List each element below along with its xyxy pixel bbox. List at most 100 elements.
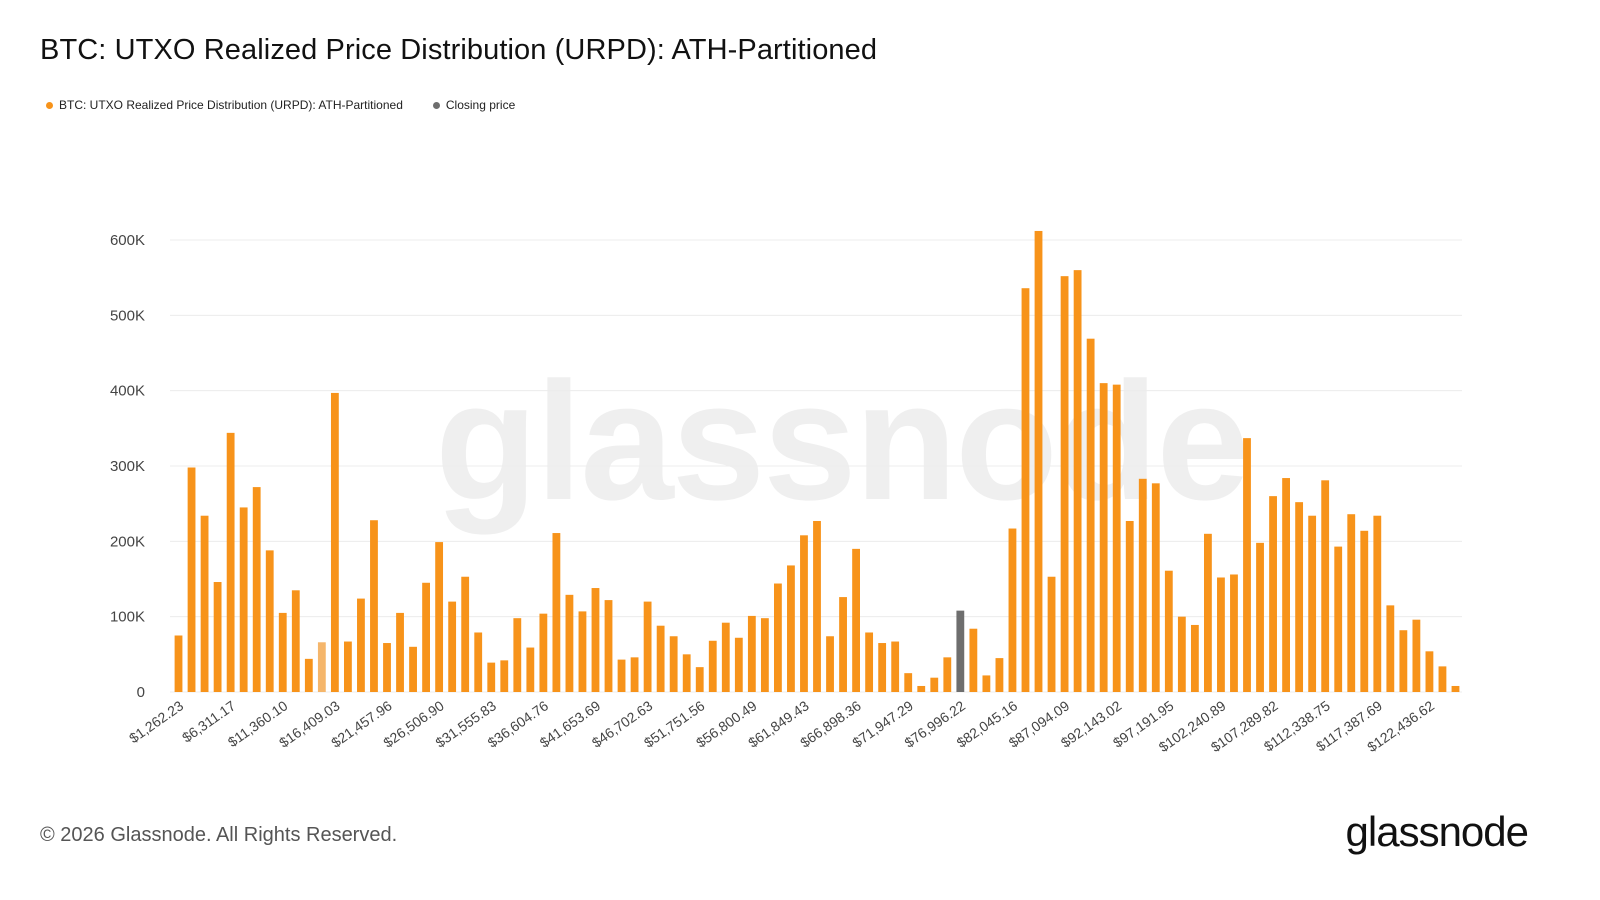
bar[interactable] [930,677,939,692]
closing-price-bar[interactable] [956,610,965,692]
bar[interactable] [1373,515,1382,692]
bar[interactable] [1360,530,1369,692]
bar[interactable] [330,392,339,692]
bar[interactable] [617,659,626,692]
bar[interactable] [891,641,900,692]
bar[interactable] [760,618,769,692]
bar[interactable] [1177,616,1186,692]
bar[interactable] [1086,338,1095,692]
bar[interactable] [409,646,417,692]
bar[interactable] [396,612,404,692]
bar[interactable] [839,597,847,692]
bar[interactable] [278,612,287,692]
bar[interactable] [995,658,1004,692]
bar[interactable] [774,583,782,692]
bar[interactable] [291,590,300,692]
bar[interactable] [1438,666,1447,692]
bar[interactable] [1386,605,1395,692]
bar[interactable] [1217,577,1225,692]
bar[interactable] [1308,515,1317,692]
bar[interactable] [1190,624,1199,692]
bar[interactable] [943,657,952,692]
bar[interactable] [865,632,874,692]
bar[interactable] [800,535,808,692]
bar[interactable] [200,515,209,692]
bar[interactable] [1295,502,1304,692]
bar[interactable] [826,636,834,692]
bar[interactable] [1204,533,1212,692]
bar[interactable] [252,487,261,692]
bar[interactable] [1347,514,1356,692]
bar[interactable] [226,432,235,692]
bar[interactable] [682,654,691,692]
bar[interactable] [487,662,496,692]
bar[interactable] [1034,230,1043,692]
bar[interactable] [578,611,587,692]
bar[interactable] [852,548,860,692]
legend-item-urpd[interactable]: BTC: UTXO Realized Price Distribution (U… [46,98,403,112]
bar[interactable] [461,576,470,692]
bar[interactable] [708,640,717,692]
bar[interactable] [721,622,730,692]
bar[interactable] [1021,288,1030,692]
bar[interactable] [1282,478,1290,692]
bar[interactable] [1399,630,1408,692]
bar[interactable] [747,615,756,692]
bar[interactable] [344,641,352,692]
bar[interactable] [591,588,600,692]
bar[interactable] [734,637,743,692]
bar[interactable] [669,636,678,692]
bar[interactable] [695,667,704,692]
bar[interactable] [383,643,391,692]
bar[interactable] [643,601,652,692]
bar[interactable] [1243,438,1251,692]
bar[interactable] [982,675,991,692]
bar[interactable] [878,643,887,692]
bar[interactable] [565,594,574,692]
bar[interactable] [1269,496,1277,692]
bar[interactable] [422,582,430,692]
bar[interactable] [904,673,913,692]
bar[interactable] [1060,276,1069,692]
bar[interactable] [1151,483,1160,692]
bar[interactable] [1425,651,1434,692]
bar[interactable] [448,601,457,692]
bar[interactable] [317,642,326,692]
bar[interactable] [1047,576,1056,692]
bar[interactable] [174,635,183,693]
legend-item-closing-price[interactable]: Closing price [432,98,515,112]
bar[interactable] [239,507,248,692]
bar[interactable] [357,598,365,692]
bar[interactable] [187,467,196,692]
bar[interactable] [513,618,522,692]
bar[interactable] [1008,528,1017,692]
glassnode-logo[interactable]: glassnode [1345,808,1529,855]
bar[interactable] [526,647,535,692]
bar[interactable] [435,542,444,692]
bar[interactable] [1230,574,1238,692]
bar[interactable] [539,613,548,692]
bar[interactable] [370,520,378,692]
bar[interactable] [917,685,926,692]
bar[interactable] [787,565,795,692]
bar[interactable] [1451,685,1460,692]
bar[interactable] [213,582,222,692]
bar[interactable] [656,625,665,692]
bar[interactable] [969,628,978,692]
bar[interactable] [474,632,483,692]
bar[interactable] [304,658,313,692]
bar[interactable] [1321,480,1330,692]
bar[interactable] [552,533,561,692]
bar[interactable] [1164,570,1173,692]
bar[interactable] [1099,383,1108,692]
bar[interactable] [265,550,274,692]
bar[interactable] [1125,520,1134,692]
bar[interactable] [1112,384,1121,692]
bar[interactable] [813,520,821,692]
bar[interactable] [1412,619,1421,692]
bar[interactable] [1256,542,1264,692]
bar[interactable] [604,600,613,692]
bar[interactable] [1073,270,1082,692]
bar[interactable] [1138,478,1147,692]
bar[interactable] [500,660,509,692]
